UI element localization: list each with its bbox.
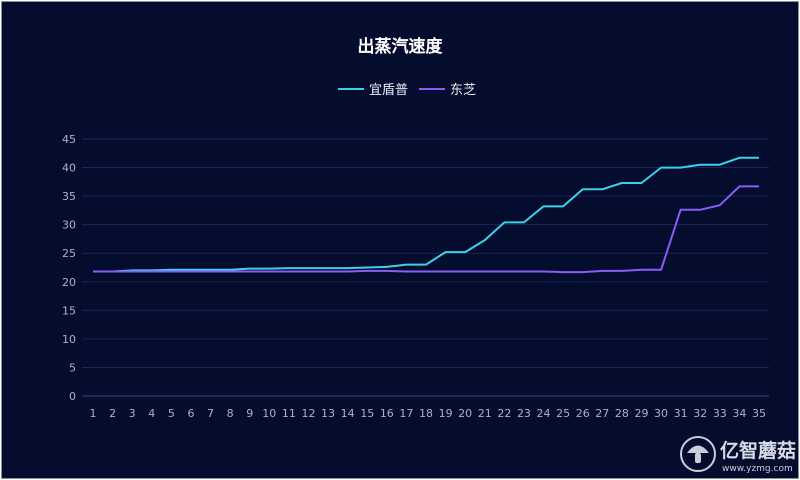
x-tick-label: 6 [187, 407, 194, 420]
x-tick-label: 3 [129, 407, 136, 420]
x-tick-label: 24 [537, 407, 551, 420]
series-group [93, 156, 759, 274]
x-tick-label: 10 [262, 407, 276, 420]
series-line-2 [93, 185, 759, 274]
x-tick-label: 1 [90, 407, 97, 420]
x-tick-label: 28 [615, 407, 629, 420]
x-tick-label: 12 [301, 407, 315, 420]
x-tick-label: 30 [654, 407, 668, 420]
grid-lines [82, 138, 769, 397]
y-tick-label: 20 [62, 276, 76, 289]
series-line-1 [93, 156, 759, 273]
x-tick-label: 19 [439, 407, 453, 420]
chart-title: 出蒸汽速度 [358, 36, 444, 57]
x-tick-label: 23 [517, 407, 531, 420]
x-tick-label: 22 [497, 407, 511, 420]
x-tick-label: 33 [713, 407, 727, 420]
x-tick-label: 20 [458, 407, 472, 420]
x-tick-label: 7 [207, 407, 214, 420]
watermark-url: www.yzmg.com [722, 464, 793, 474]
legend-label: 宜盾普 [369, 83, 408, 98]
x-tick-label: 4 [148, 407, 155, 420]
y-tick-label: 0 [69, 390, 76, 403]
x-tick-label: 13 [321, 407, 335, 420]
x-tick-label: 35 [752, 407, 766, 420]
x-tick-label: 34 [732, 407, 746, 420]
x-tick-label: 2 [109, 407, 116, 420]
x-tick-label: 32 [693, 407, 707, 420]
x-tick-label: 14 [341, 407, 355, 420]
x-tick-label: 29 [634, 407, 648, 420]
y-tick-label: 40 [62, 162, 76, 175]
y-tick-label: 45 [62, 133, 76, 146]
watermark: 亿智蘑菇 www.yzmg.com [680, 436, 796, 474]
x-tick-label: 17 [399, 407, 413, 420]
y-tick-label: 30 [62, 219, 76, 232]
y-tick-label: 10 [62, 333, 76, 346]
x-tick-label: 25 [556, 407, 570, 420]
x-tick-label: 15 [360, 407, 374, 420]
x-tick-label: 31 [674, 407, 688, 420]
x-tick-label: 9 [246, 407, 253, 420]
x-tick-label: 8 [227, 407, 234, 420]
x-axis: 1 2 3 4 5 6 7 8 9 10 11 12 13 14 15 16 17 18 19 20 21 22 23 24 2… [90, 407, 767, 420]
x-tick-label: 21 [478, 407, 492, 420]
x-tick-label: 16 [380, 407, 394, 420]
mushroom-logo-icon [680, 436, 716, 472]
y-axis: 0 5 10 15 20 25 30 35 40 45 [62, 133, 76, 403]
x-tick-label: 5 [168, 407, 175, 420]
legend: 宜盾普 东芝 [338, 82, 476, 98]
y-tick-label: 25 [62, 247, 76, 260]
y-tick-label: 5 [69, 361, 76, 374]
watermark-brand: 亿智蘑菇 [720, 439, 796, 462]
x-tick-label: 26 [576, 407, 590, 420]
x-tick-label: 11 [282, 407, 296, 420]
legend-label: 东芝 [450, 82, 476, 98]
y-tick-label: 35 [62, 190, 76, 203]
x-tick-label: 27 [595, 407, 609, 420]
x-tick-label: 18 [419, 407, 433, 420]
y-tick-label: 15 [62, 304, 76, 317]
